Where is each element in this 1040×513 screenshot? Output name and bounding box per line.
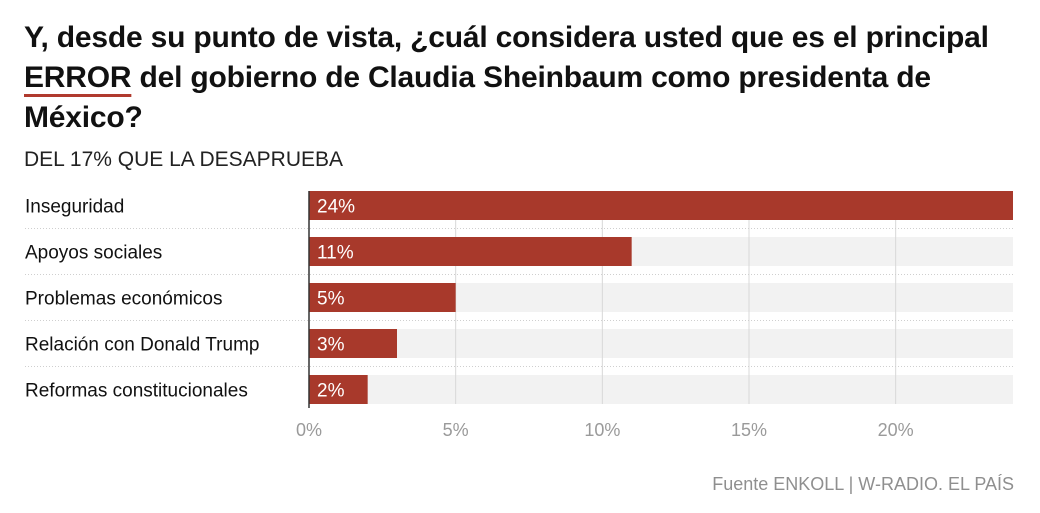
bar xyxy=(309,375,368,404)
category-label: Relación con Donald Trump xyxy=(25,335,259,356)
title-part-1: Y, desde su punto de vista, ¿cuál consid… xyxy=(24,21,989,54)
source-credit: Fuente ENKOLL | W-RADIO. EL PAÍS xyxy=(712,474,1014,494)
bar xyxy=(309,283,456,312)
value-label: 24% xyxy=(317,197,355,218)
category-label: Problemas económicos xyxy=(25,289,222,310)
x-tick-label: 5% xyxy=(443,420,469,440)
chart-subtitle: DEL 17% QUE LA DESAPRUEBA xyxy=(24,148,344,171)
x-tick-label: 20% xyxy=(878,420,914,440)
bar xyxy=(309,329,397,358)
category-label: Reformas constitucionales xyxy=(25,381,248,402)
value-label: 11% xyxy=(317,243,354,264)
value-label: 5% xyxy=(317,289,345,310)
category-label: Inseguridad xyxy=(25,197,124,218)
category-label: Apoyos sociales xyxy=(25,243,162,264)
title-part-2: del gobierno de Claudia Sheinbaum como p… xyxy=(24,61,931,134)
value-label: 2% xyxy=(317,381,345,402)
x-tick-label: 0% xyxy=(296,420,322,440)
bar-track xyxy=(309,329,1013,358)
title-highlight: ERROR xyxy=(24,61,132,94)
chart-title: Y, desde su punto de vista, ¿cuál consid… xyxy=(24,18,1024,138)
x-tick-label: 15% xyxy=(731,420,767,440)
bar xyxy=(309,237,632,266)
x-tick-label: 10% xyxy=(584,420,620,440)
value-label: 3% xyxy=(317,335,345,356)
bar-track xyxy=(309,375,1013,404)
bar xyxy=(309,191,1013,220)
